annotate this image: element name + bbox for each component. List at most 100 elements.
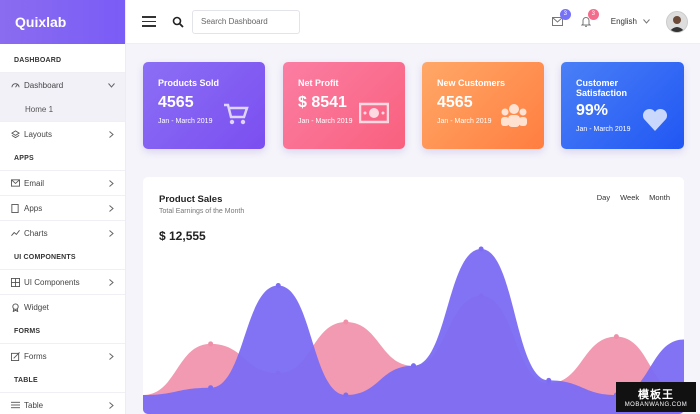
- users-icon: [501, 104, 527, 127]
- sidebar-item-label: Forms: [24, 351, 47, 361]
- sidebar-item-apps[interactable]: Apps: [0, 195, 125, 220]
- sidebar-item-charts[interactable]: Charts: [0, 220, 125, 245]
- badge-icon: [10, 302, 20, 312]
- watermark-line2: MOBANWANG.COM: [624, 402, 688, 408]
- envelope-icon: [10, 178, 20, 188]
- chevron-right-icon: [107, 179, 115, 187]
- panel-subtitle: Total Earnings of the Month: [159, 208, 245, 215]
- graph-icon: [10, 228, 20, 238]
- notifications-button[interactable]: 3: [579, 8, 599, 29]
- card-date: Jan - March 2019: [437, 118, 492, 125]
- data-point[interactable]: [343, 392, 349, 398]
- sidebar-item-label: Charts: [24, 228, 48, 238]
- card-title: Net Profit: [298, 78, 339, 88]
- chevron-right-icon: [107, 352, 115, 360]
- heart-icon: [642, 108, 668, 131]
- bell-icon: [580, 17, 591, 27]
- sidebar: Quixlab DASHBOARD Dashboard Home 1 Layouts A…: [0, 0, 126, 414]
- sidebar-item-email[interactable]: Email: [0, 170, 125, 195]
- sidebar-section-table: TABLE: [14, 376, 38, 384]
- messages-count-badge: 3: [559, 8, 571, 20]
- sidebar-item-layouts[interactable]: Layouts: [0, 121, 125, 146]
- menu-icon: [10, 400, 20, 410]
- card-customer-satisfaction: Customer Satisfaction 99% Jan - March 20…: [561, 62, 684, 149]
- sidebar-menu: DASHBOARD Dashboard Home 1 Layouts APPS Email…: [0, 44, 125, 414]
- data-point[interactable]: [275, 283, 281, 288]
- avatar-image: [669, 15, 685, 32]
- card-value: 4565: [437, 94, 473, 111]
- data-point[interactable]: [478, 246, 484, 252]
- sidebar-item-table[interactable]: Table: [0, 392, 125, 414]
- area-series-1: [143, 249, 684, 414]
- card-date: Jan - March 2019: [298, 118, 353, 125]
- data-point[interactable]: [411, 363, 416, 369]
- sidebar-item-label: UI Components: [24, 277, 80, 287]
- product-sales-panel: Product Sales Total Earnings of the Mont…: [143, 177, 684, 414]
- card-products-sold: Products Sold 4565 Jan - March 2019: [143, 62, 265, 149]
- sidebar-section-apps: APPS: [14, 154, 34, 162]
- card-date: Jan - March 2019: [576, 126, 631, 133]
- chevron-down-icon: [643, 19, 650, 24]
- panel-title: Product Sales: [159, 194, 223, 205]
- chevron-right-icon: [107, 204, 115, 212]
- sidebar-item-label: Apps: [24, 203, 43, 213]
- sidebar-subitem-home-1[interactable]: Home 1: [0, 97, 125, 121]
- sidebar-item-dashboard[interactable]: Dashboard: [0, 72, 125, 97]
- card-new-customers: New Customers 4565 Jan - March 2019: [422, 62, 544, 149]
- range-selector: Day Week Month: [597, 193, 670, 202]
- range-month[interactable]: Month: [649, 193, 670, 202]
- notebook-icon: [10, 203, 20, 213]
- sidebar-item-forms[interactable]: Forms: [0, 343, 125, 368]
- data-point[interactable]: [613, 334, 619, 340]
- sidebar-item-label: Email: [24, 178, 45, 188]
- card-title: Customer Satisfaction: [576, 78, 628, 98]
- card-value: $ 8541: [298, 94, 347, 111]
- hamburger-menu-button[interactable]: [142, 15, 156, 29]
- sidebar-item-label: Table: [24, 400, 44, 410]
- speedometer-icon: [10, 80, 20, 90]
- watermark-logo: 模板王 MOBANWANG.COM: [616, 382, 696, 412]
- sidebar-item-label: Dashboard: [24, 80, 64, 90]
- layers-icon: [10, 129, 20, 139]
- sidebar-item-ui-components[interactable]: UI Components: [0, 269, 125, 294]
- money-icon: [359, 102, 389, 124]
- user-avatar[interactable]: [666, 10, 688, 33]
- sidebar-section-ui-components: UI COMPONENTS: [14, 253, 76, 261]
- card-value: 99%: [576, 102, 609, 119]
- sidebar-section-forms: FORMS: [14, 327, 41, 335]
- brand-logo[interactable]: Quixlab: [0, 0, 125, 44]
- chevron-right-icon: [107, 130, 115, 138]
- top-header: 3 3 English: [126, 0, 700, 44]
- note-icon: [10, 351, 20, 361]
- data-point[interactable]: [343, 319, 349, 325]
- range-day[interactable]: Day: [596, 193, 611, 202]
- watermark-line1: 模板王: [638, 389, 674, 401]
- cart-icon: [224, 103, 249, 125]
- card-value: 4565: [158, 94, 194, 111]
- card-title: Products Sold: [158, 78, 220, 88]
- data-point[interactable]: [208, 341, 214, 347]
- grid-icon: [10, 277, 20, 287]
- card-net-profit: Net Profit $ 8541 Jan - March 2019: [283, 62, 405, 149]
- chevron-right-icon: [107, 229, 115, 237]
- sidebar-item-label: Widget: [24, 302, 49, 312]
- chevron-right-icon: [107, 278, 115, 286]
- card-date: Jan - March 2019: [158, 118, 213, 125]
- search-icon[interactable]: [172, 16, 184, 28]
- brand-name: Quixlab: [15, 14, 67, 30]
- chevron-down-icon: [107, 81, 115, 89]
- messages-button[interactable]: 3: [551, 8, 571, 29]
- language-label: English: [610, 17, 637, 26]
- language-selector[interactable]: English: [611, 17, 650, 26]
- card-title: New Customers: [437, 78, 506, 88]
- range-week[interactable]: Week: [620, 193, 640, 202]
- data-point[interactable]: [546, 377, 552, 383]
- chevron-right-icon: [107, 401, 115, 409]
- data-point[interactable]: [208, 385, 214, 391]
- sidebar-section-dashboard: DASHBOARD: [14, 56, 62, 64]
- sidebar-item-label: Layouts: [24, 129, 53, 139]
- panel-total: $ 12,555: [159, 229, 206, 243]
- envelope-icon: [552, 17, 564, 26]
- search-input[interactable]: [192, 9, 300, 34]
- sidebar-item-widget[interactable]: Widget: [0, 294, 125, 319]
